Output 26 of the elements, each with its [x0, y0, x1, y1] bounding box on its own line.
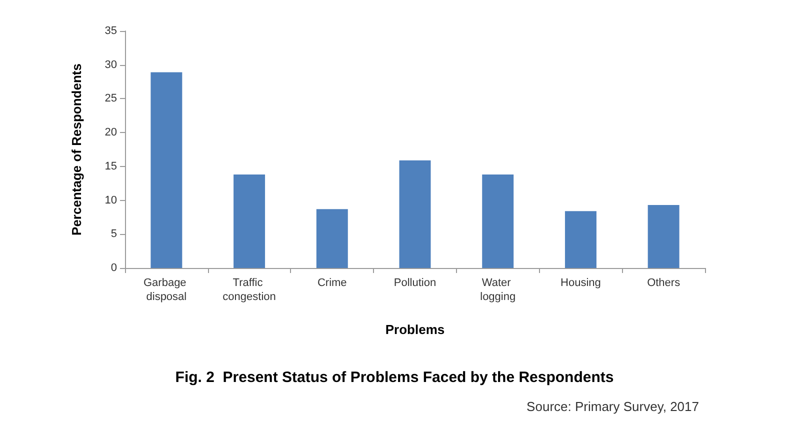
bar — [316, 209, 348, 268]
bar — [234, 174, 266, 268]
bar — [564, 211, 596, 268]
y-tick-label: 0 — [110, 262, 117, 274]
x-tick-label: Housing — [560, 277, 601, 289]
bar — [150, 72, 182, 268]
x-tick-label: Water logging — [480, 277, 516, 303]
y-axis-title: Percentage of Respondents — [69, 64, 84, 236]
y-tick-label: 5 — [110, 228, 117, 240]
y-tick-label: 15 — [104, 160, 117, 172]
x-tick-label: Pollution — [394, 277, 436, 289]
bar — [482, 174, 514, 268]
bar — [648, 205, 680, 268]
source-note: Source: Primary Survey, 2017 — [526, 399, 700, 414]
y-tick-label: 30 — [104, 58, 117, 71]
bar — [399, 160, 431, 268]
y-tick-label: 35 — [104, 25, 117, 37]
x-axis-title: Problems — [385, 322, 445, 337]
x-tick-label: Traffic congestion — [222, 277, 276, 303]
y-tick-label: 10 — [104, 194, 117, 206]
y-tick-label: 25 — [104, 92, 117, 105]
y-tick-label: 20 — [104, 126, 117, 139]
x-tick-label: Others — [647, 277, 681, 289]
x-tick-label: Garbage disposal — [143, 277, 190, 303]
text: Fig. 2 Present Status of Problems Faced by the Respondents — [175, 369, 614, 386]
x-tick-label: Crime — [317, 277, 347, 289]
